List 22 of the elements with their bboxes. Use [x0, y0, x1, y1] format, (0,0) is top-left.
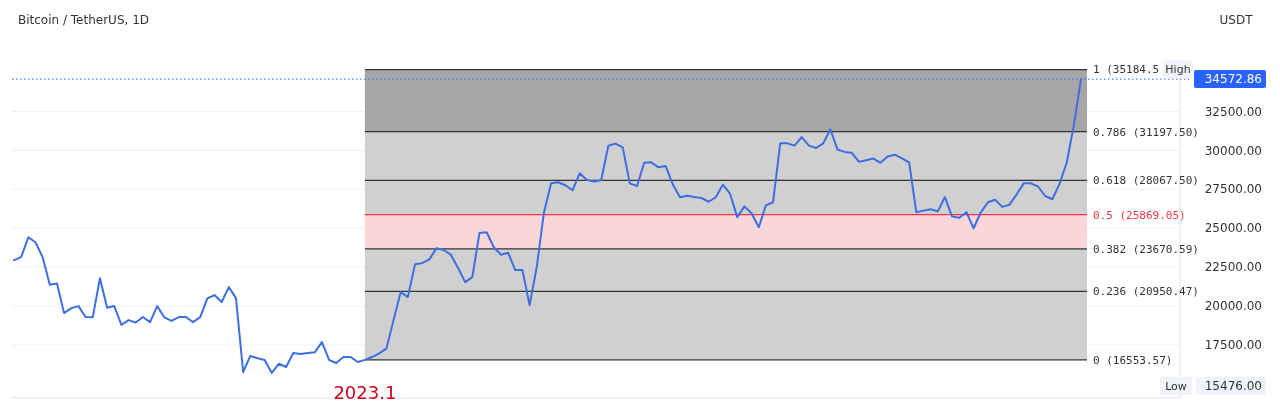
ref-line-label: 0.5 (25869.05): [1093, 208, 1186, 222]
ref-line-label: 0.786 (31197.50): [1093, 125, 1199, 139]
text: Low: [1165, 379, 1187, 393]
ref-line-label: 34572.86: [1204, 72, 1262, 87]
chart-title: Bitcoin / TetherUS, 1D: [18, 13, 150, 27]
y-tick-label: 27500.00: [1204, 182, 1262, 197]
y-tick-label: 32500.00: [1204, 104, 1262, 119]
y-tick-label: 22500.00: [1204, 260, 1262, 275]
text: 15476.00: [1204, 379, 1262, 394]
ref-line-label: 0.618 (28067.50): [1093, 174, 1199, 188]
line-series: [13, 78, 1082, 374]
y-tick-label: 17500.00: [1204, 338, 1262, 353]
y-tick-label: 30000.00: [1204, 143, 1262, 158]
y-axis-title: USDT: [1219, 13, 1254, 27]
ref-line-label: 0.236 (20950.47): [1093, 285, 1199, 299]
y-tick-label: 25000.00: [1204, 221, 1262, 236]
text: High: [1165, 63, 1191, 77]
ref-line-label: 0.382 (23670.59): [1093, 242, 1199, 256]
ref-line-label: 1 (35184.5: [1093, 63, 1160, 77]
y-tick-label: 20000.00: [1204, 299, 1262, 314]
ref-line-label: 0 (16553.57): [1093, 353, 1173, 367]
annotation: 2023.1: [333, 382, 397, 403]
